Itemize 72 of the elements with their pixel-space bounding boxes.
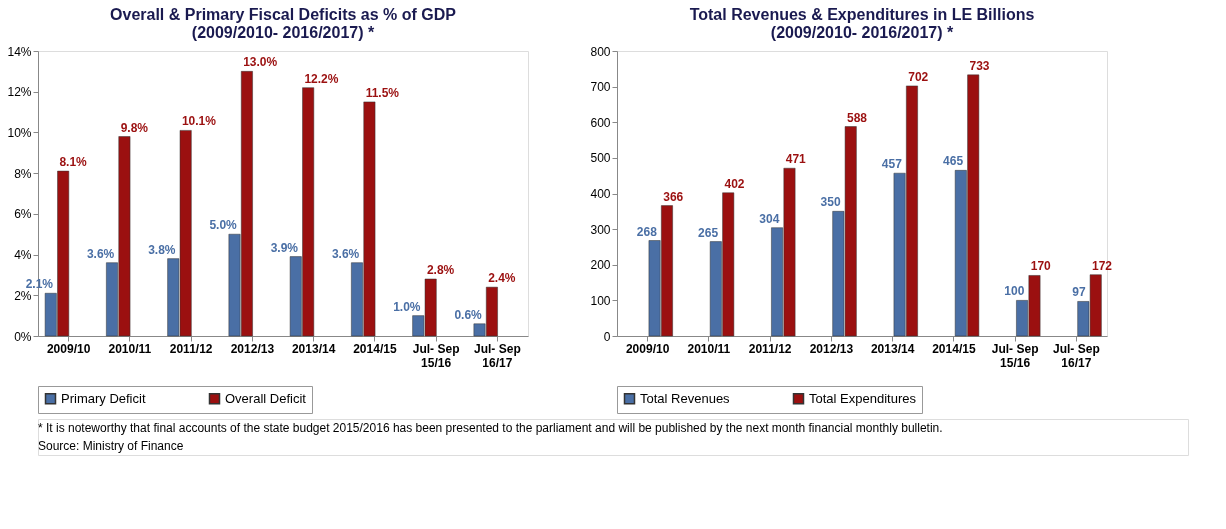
y-tick-label: 700: [590, 80, 611, 95]
data-label: 3.6%: [86, 246, 115, 261]
source-note: Source: Ministry of Finance: [38, 439, 184, 453]
data-label: 366: [663, 189, 684, 204]
x-tick-label: 2012/13: [230, 341, 275, 356]
legend-label: Total Revenues: [640, 390, 731, 406]
data-label: 471: [785, 152, 807, 167]
y-tick-label: 0: [603, 329, 611, 344]
chart-title: Overall & Primary Fiscal Deficits as % of GDP (2009/2010- 2016/2017) *: [110, 6, 457, 41]
data-label: 2.4%: [488, 271, 516, 286]
data-label: 97: [1072, 285, 1086, 300]
data-label: 2.8%: [426, 263, 455, 277]
y-tick-label: 4%: [14, 248, 32, 263]
y-tick-label: 100: [590, 293, 611, 308]
x-tick-label: 2012/13: [809, 341, 854, 356]
legend-label: Total Expenditures: [809, 390, 917, 406]
y-tick-label: 500: [590, 151, 611, 166]
x-tick-label: 2011/12: [169, 341, 213, 356]
data-label: 11.5%: [365, 85, 400, 100]
y-tick-label: 6%: [14, 207, 32, 222]
data-label: 1.0%: [393, 299, 421, 314]
y-tick-label: 14%: [7, 44, 32, 59]
y-tick-label: 800: [590, 44, 611, 59]
data-label: 304: [759, 211, 780, 226]
y-tick-label: 0%: [14, 329, 32, 344]
data-label: 457: [881, 157, 903, 172]
data-label: 10.1%: [181, 114, 217, 129]
data-label: 268: [636, 224, 658, 239]
data-label: 8.1%: [59, 155, 88, 170]
x-tick-label: 2011/12: [748, 341, 792, 356]
data-label: 3.8%: [148, 242, 176, 257]
data-label: 402: [724, 176, 745, 191]
data-label: 12.2%: [304, 71, 339, 86]
x-tick-label: 2013/14: [291, 341, 336, 356]
x-tick-label: 2010/11: [687, 341, 731, 356]
data-label: 9.8%: [120, 120, 149, 135]
y-tick-label: 600: [590, 115, 611, 130]
x-tick-label: 2013/14: [870, 341, 915, 356]
data-label: 3.6%: [331, 246, 360, 261]
x-tick-label: 2014/15: [932, 341, 976, 356]
data-label: 702: [908, 69, 929, 84]
data-label: 265: [698, 225, 719, 240]
data-label: 100: [1004, 284, 1025, 299]
text: * It is noteworthy that final accounts of the state budget 2015/2016 has been presented to the parliament and will be published by the next month financial monthly bulletin.: [38, 421, 943, 435]
x-tick-label: 2010/11: [108, 341, 152, 356]
y-tick-label: 12%: [7, 85, 32, 100]
x-tick-label: Jul- Sep 16/17: [1053, 341, 1100, 370]
data-label: 170: [1030, 259, 1052, 274]
data-label: 0.6%: [454, 307, 483, 322]
y-tick-label: 10%: [7, 125, 32, 140]
data-label: 5.0%: [209, 218, 238, 233]
data-label: 3.9%: [270, 240, 299, 255]
x-tick-label: Jul- Sep 16/17: [474, 341, 521, 370]
data-label: 13.0%: [243, 55, 278, 70]
x-tick-label: 2009/10: [46, 341, 91, 356]
x-tick-label: Jul- Sep 15/16: [991, 341, 1039, 370]
y-tick-label: 300: [590, 222, 611, 237]
legend-label: Overall Deficit: [225, 390, 307, 406]
data-label: 588: [846, 110, 868, 125]
x-tick-label: Jul- Sep 15/16: [412, 341, 460, 370]
y-tick-label: 8%: [14, 166, 32, 181]
data-label: 350: [820, 195, 841, 210]
data-label: 465: [943, 154, 964, 169]
y-tick-label: 400: [590, 187, 611, 201]
x-tick-label: 2014/15: [353, 341, 397, 356]
data-label: 733: [969, 58, 990, 73]
chart-title: Total Revenues & Expenditures in LE Billions (2009/2010- 2016/2017) *: [689, 6, 1035, 41]
y-tick-label: 200: [590, 258, 611, 273]
data-label: 172: [1091, 258, 1113, 273]
legend-label: Primary Deficit: [61, 390, 146, 406]
y-tick-label: 2%: [14, 288, 32, 303]
x-tick-label: 2009/10: [625, 341, 670, 356]
